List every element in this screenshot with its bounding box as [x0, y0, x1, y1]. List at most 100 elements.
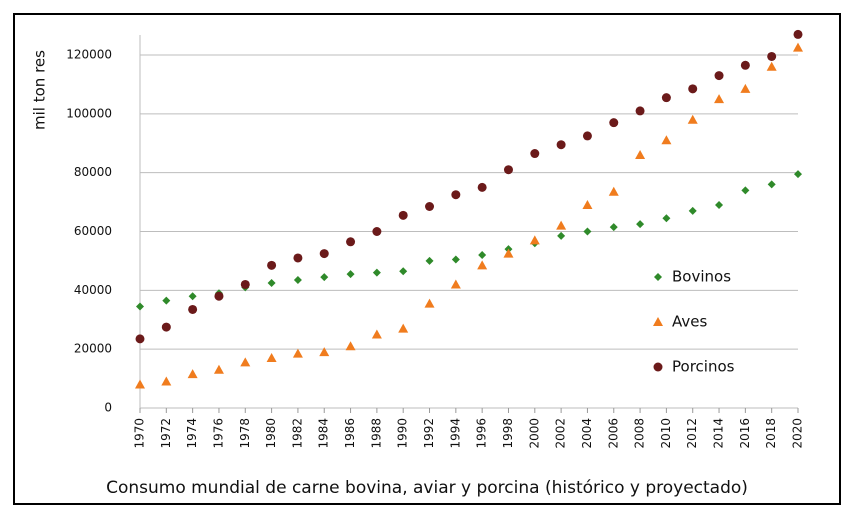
- point: [715, 201, 724, 210]
- x-tick-label: 1998: [501, 418, 515, 449]
- x-tick-label: 2010: [659, 418, 673, 449]
- point: [425, 201, 435, 211]
- point: [556, 220, 567, 230]
- point: [213, 364, 224, 374]
- point: [136, 302, 144, 311]
- y-tick-label: 60000: [74, 224, 112, 238]
- point: [214, 291, 224, 301]
- x-tick-label: 2004: [580, 418, 594, 449]
- point: [188, 292, 197, 301]
- y-tick-label: 80000: [74, 165, 112, 179]
- x-tick-label: 1988: [369, 418, 383, 449]
- point: [135, 334, 145, 344]
- point: [661, 93, 671, 103]
- x-tick-label: 1992: [422, 418, 436, 449]
- point: [608, 186, 619, 196]
- point: [477, 260, 488, 270]
- point: [292, 348, 303, 358]
- point: [346, 270, 355, 279]
- point: [714, 71, 724, 81]
- point: [740, 83, 751, 93]
- point: [688, 206, 697, 215]
- point: [320, 273, 329, 282]
- x-tick-label: 2018: [764, 418, 778, 449]
- point: [609, 118, 619, 128]
- point: [503, 165, 513, 175]
- point: [662, 214, 671, 223]
- point: [635, 150, 646, 160]
- chart-title: Consumo mundial de carne bovina, aviar y…: [106, 478, 748, 498]
- point: [162, 296, 171, 305]
- point: [767, 51, 777, 61]
- x-tick-label: 1984: [317, 418, 331, 449]
- point: [371, 329, 382, 339]
- y-tick-label: 120000: [66, 48, 112, 62]
- point: [425, 256, 434, 265]
- point: [372, 268, 381, 277]
- point: [636, 220, 645, 229]
- point: [187, 369, 198, 379]
- point: [161, 322, 171, 332]
- point: [188, 304, 198, 314]
- legend-marker: [654, 273, 662, 281]
- x-tick-label: 1974: [185, 418, 199, 449]
- x-tick-label: 2008: [633, 418, 647, 449]
- x-tick-label: 1996: [475, 418, 489, 449]
- point: [346, 237, 356, 247]
- legend-marker: [653, 317, 663, 326]
- point: [319, 347, 330, 357]
- point: [240, 279, 250, 289]
- frame: [13, 13, 841, 505]
- point: [529, 235, 540, 245]
- point: [319, 249, 329, 259]
- point: [714, 94, 725, 104]
- point: [424, 298, 435, 308]
- x-tick-label: 2000: [527, 418, 541, 449]
- point: [451, 255, 460, 264]
- x-tick-label: 1976: [211, 418, 225, 449]
- x-tick-label: 1994: [448, 418, 462, 449]
- y-tick-label: 0: [104, 401, 112, 415]
- legend-label: Aves: [672, 313, 707, 331]
- point: [661, 135, 672, 145]
- point: [372, 227, 382, 236]
- y-axis-label: mil ton res: [31, 50, 49, 130]
- x-tick-label: 1990: [396, 418, 410, 449]
- point: [793, 42, 803, 52]
- point: [477, 182, 487, 192]
- point: [767, 180, 776, 189]
- point: [688, 84, 698, 94]
- point: [240, 357, 251, 367]
- point: [478, 251, 487, 260]
- x-tick-label: 1982: [290, 418, 304, 449]
- point: [582, 200, 593, 210]
- point: [741, 186, 750, 195]
- point: [503, 248, 514, 258]
- x-tick-label: 1986: [343, 418, 357, 449]
- legend-label: Porcinos: [672, 358, 735, 376]
- point: [266, 352, 277, 362]
- point: [583, 227, 592, 236]
- legend-label: Bovinos: [672, 268, 731, 286]
- x-tick-label: 2002: [554, 418, 568, 449]
- x-tick-label: 1972: [159, 418, 173, 449]
- point: [267, 260, 277, 270]
- x-tick-label: 1978: [238, 418, 252, 449]
- point: [293, 276, 302, 285]
- point: [687, 114, 698, 124]
- y-tick-label: 40000: [74, 283, 112, 297]
- point: [345, 341, 356, 351]
- point: [398, 210, 408, 220]
- x-tick-label: 2012: [685, 418, 699, 449]
- point: [766, 61, 777, 71]
- point: [557, 231, 566, 240]
- point: [451, 190, 461, 200]
- point: [450, 279, 461, 289]
- x-tick-label: 1970: [133, 418, 147, 449]
- point: [267, 278, 276, 287]
- x-tick-label: 2016: [738, 418, 752, 449]
- point: [635, 106, 645, 116]
- point: [135, 379, 145, 389]
- point: [740, 60, 750, 70]
- point: [293, 253, 303, 263]
